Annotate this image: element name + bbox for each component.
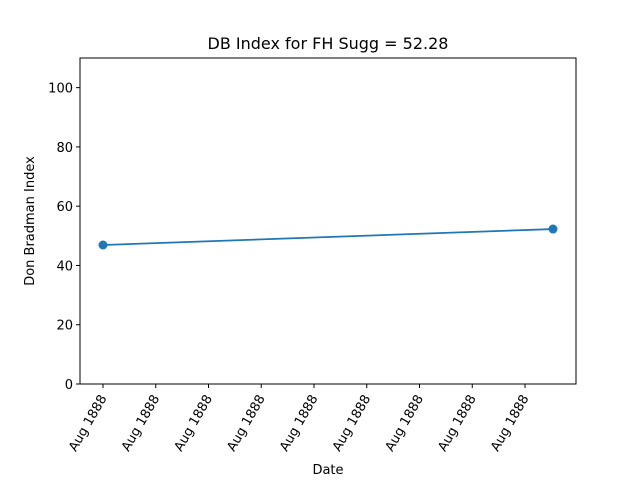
series-line [102, 228, 554, 246]
x-tick-label: Aug 1888 [119, 393, 163, 455]
data-point [548, 224, 558, 234]
y-axis-ticks: 0 20 40 60 80 100 [48, 82, 80, 393]
y-tick-label: 100 [48, 82, 73, 97]
x-tick-label: Aug 1888 [435, 393, 479, 455]
series-layer [98, 224, 558, 250]
y-tick-label: 0 [65, 378, 73, 393]
y-tick-label: 20 [56, 319, 73, 334]
x-tick-label: Aug 1888 [172, 393, 216, 455]
y-tick-label: 40 [56, 259, 73, 274]
x-tick-label: Aug 1888 [330, 393, 374, 455]
y-tick-label: 60 [56, 200, 73, 215]
x-axis-ticks: Aug 1888 Aug 1888 Aug 1888 Aug 1888 Aug 1888… [66, 384, 532, 454]
y-axis-label: Don Bradman Index [23, 156, 38, 286]
data-point [98, 240, 108, 250]
plot-frame [79, 57, 577, 385]
y-tick-label: 80 [56, 141, 73, 156]
x-tick-label: Aug 1888 [383, 393, 427, 455]
x-tick-label: Aug 1888 [277, 393, 321, 455]
x-tick-label: Aug 1888 [66, 393, 110, 455]
chart-title: DB Index for FH Sugg = 52.28 [208, 34, 449, 53]
x-axis-label: Date [312, 463, 343, 478]
x-tick-label: Aug 1888 [224, 393, 268, 455]
x-tick-label: Aug 1888 [488, 393, 532, 455]
